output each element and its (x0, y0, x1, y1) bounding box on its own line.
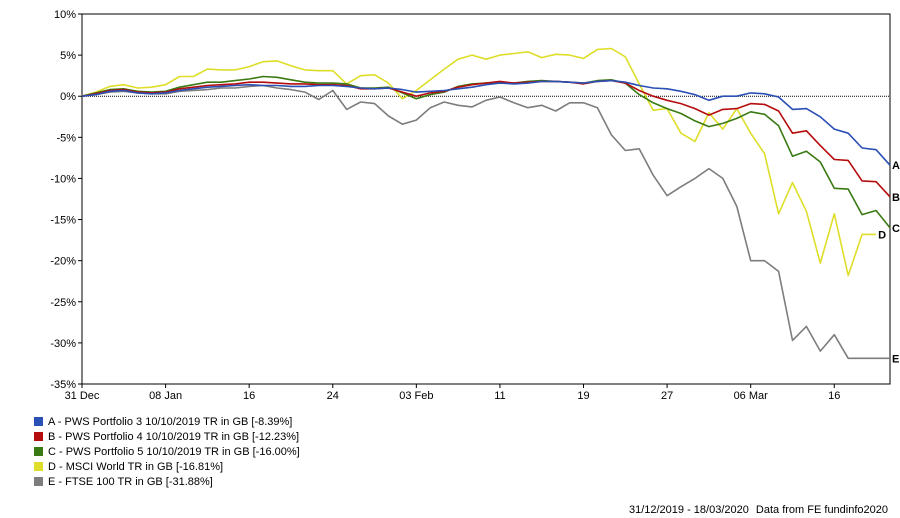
series-line-d (81, 47, 877, 277)
series-line-e (81, 84, 890, 360)
legend-label-e: E - FTSE 100 TR in GB [-31.88%] (48, 475, 213, 488)
legend-label-d: D - MSCI World TR in GB [-16.81%] (48, 460, 224, 473)
y-tick-label: -35% (50, 379, 76, 391)
end-labels: A B CD E (878, 160, 900, 365)
y-tick-label: -15% (50, 215, 76, 227)
x-tick-label: 31 Dec (65, 390, 100, 402)
x-tick-label: 11 (494, 390, 505, 402)
series-lines (81, 47, 891, 360)
y-tick-label: -20% (50, 256, 76, 268)
line-chart: 10% 5% 0% -5% -10% -15% -20% -25% -30% -35% 31 De… (50, 9, 900, 402)
y-tick-label: -10% (50, 173, 76, 185)
legend-item-e: E - FTSE 100 TR in GB [-31.88%] (34, 474, 300, 489)
legend-label-a: A - PWS Portfolio 3 10/10/2019 TR in GB … (48, 415, 293, 428)
legend-swatch-e (34, 477, 43, 486)
x-tick-label: 03 Feb (399, 390, 433, 402)
plot-area (81, 13, 891, 385)
legend-item-c: C - PWS Portfolio 5 10/10/2019 TR in GB … (34, 444, 300, 459)
legend-swatch-d (34, 462, 43, 471)
end-label-a: A (892, 160, 900, 172)
legend-swatch-a (34, 417, 43, 426)
x-tick-label: 19 (577, 390, 589, 402)
y-tick-label: -30% (50, 338, 76, 350)
series-line-b (81, 79, 891, 198)
y-axis: 10% 5% 0% -5% -10% -15% -20% -25% -30% -35% (50, 9, 82, 391)
end-label-c: C (892, 223, 900, 235)
y-tick-label: 0% (60, 91, 76, 103)
legend-item-a: A - PWS Portfolio 3 10/10/2019 TR in GB … (34, 414, 300, 429)
data-source-text: Data from FE fundinfo2020 (755, 504, 888, 516)
y-tick-label: -25% (50, 297, 76, 309)
x-tick-label: 08 Jan (149, 390, 182, 402)
legend-item-b: B - PWS Portfolio 4 10/10/2019 TR in GB … (34, 429, 300, 444)
x-tick-label: 24 (327, 390, 339, 402)
legend-item-d: D - MSCI World TR in GB [-16.81%] (34, 459, 300, 474)
x-tick-label: 06 Mar (734, 390, 769, 402)
date-range-footer: 31/12/2019 - 18/03/2020 Data from FE fun… (629, 504, 888, 516)
y-tick-label: 10% (54, 9, 76, 21)
legend-swatch-c (34, 447, 43, 456)
legend-swatch-b (34, 432, 43, 441)
end-label-b: B (892, 192, 900, 204)
x-tick-label: 16 (243, 390, 255, 402)
date-range-text: 31/12/2019 - 18/03/2020 (628, 504, 749, 516)
legend: A - PWS Portfolio 3 10/10/2019 TR in GB … (34, 414, 300, 489)
x-tick-label: 16 (828, 390, 840, 402)
x-axis: 31 Dec 08 Jan 16 24 03 Feb 11 19 27 06 Mar 16 (65, 384, 840, 402)
y-tick-label: -5% (56, 132, 76, 144)
x-tick-label: 27 (661, 390, 673, 402)
series-line-a (81, 79, 891, 166)
legend-label-b: B - PWS Portfolio 4 10/10/2019 TR in GB … (48, 430, 300, 443)
end-label-d: D (878, 229, 886, 241)
legend-label-c: C - PWS Portfolio 5 10/10/2019 TR in GB … (48, 445, 300, 458)
end-label-e: E (892, 353, 899, 365)
y-tick-label: 5% (60, 50, 76, 62)
